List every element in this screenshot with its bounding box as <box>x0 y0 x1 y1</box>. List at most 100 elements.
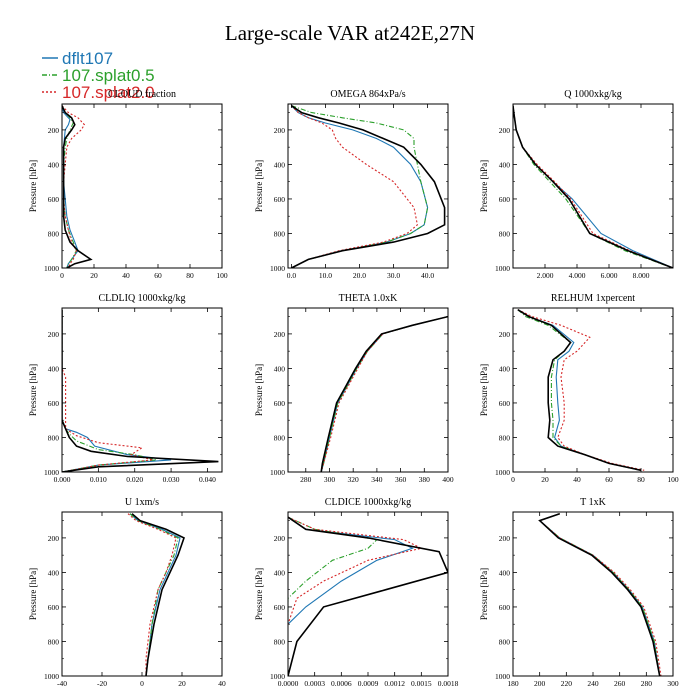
x-tick-label: 0.0000 <box>278 679 299 688</box>
y-tick-label: 600 <box>48 195 60 204</box>
x-tick-label: 240 <box>587 679 599 688</box>
y-tick-label: 1000 <box>270 468 285 477</box>
x-tick-label: 0.0 <box>287 271 297 280</box>
panel-3: Q 1000xkg/kg 200 400 600 800 1000 2.000 4.000 6.… <box>479 89 674 280</box>
series-line-4 <box>290 105 446 268</box>
x-tick-label: 280 <box>300 475 312 484</box>
y-tick-label: 600 <box>48 399 60 408</box>
y-tick-label: 600 <box>499 603 511 612</box>
y-tick-label: 1000 <box>495 468 510 477</box>
panel-title: OMEGA 864xPa/s <box>330 89 405 100</box>
series-line-3 <box>127 513 177 676</box>
x-tick-label: 60 <box>605 475 613 484</box>
y-tick-label: 800 <box>48 433 60 442</box>
panel-title: CLDICE 1000xkg/kg <box>325 497 411 508</box>
series-line-1 <box>513 105 673 268</box>
series-line-2 <box>291 105 429 268</box>
y-tick-label: 1000 <box>44 468 59 477</box>
y-axis-label: Pressure [hPa] <box>28 568 38 620</box>
x-tick-label: 380 <box>419 475 431 484</box>
y-tick-label: 800 <box>499 229 511 238</box>
y-tick-label: 800 <box>48 637 60 646</box>
y-tick-label: 200 <box>499 330 511 339</box>
x-tick-label: 100 <box>667 475 679 484</box>
x-tick-label: 0.0018 <box>438 679 459 688</box>
series-line-1 <box>517 309 642 471</box>
x-tick-label: 280 <box>641 679 653 688</box>
series-line-3 <box>291 105 419 268</box>
y-tick-label: 600 <box>499 195 511 204</box>
series-line-4 <box>513 105 673 268</box>
y-tick-label: 200 <box>499 126 511 135</box>
series-line-3 <box>288 516 423 625</box>
y-tick-label: 400 <box>274 160 286 169</box>
legend-entry-2: 107.splat0.5 <box>62 66 155 85</box>
plot-frame <box>287 103 449 269</box>
x-tick-label: 60 <box>154 271 162 280</box>
x-tick-label: 10.0 <box>319 271 332 280</box>
x-tick-label: 20 <box>541 475 549 484</box>
y-tick-label: 200 <box>48 330 60 339</box>
plot-frame <box>287 307 449 473</box>
x-tick-label: 2.000 <box>537 271 554 280</box>
x-tick-label: 180 <box>507 679 519 688</box>
y-tick-label: 400 <box>274 364 286 373</box>
y-tick-label: 200 <box>274 330 286 339</box>
x-tick-label: 40.0 <box>421 271 434 280</box>
series-line-1 <box>129 513 181 676</box>
x-tick-label: 80 <box>637 475 645 484</box>
x-tick-label: 0.0009 <box>358 679 379 688</box>
y-tick-label: 400 <box>48 568 60 577</box>
series-line-2 <box>513 105 673 268</box>
y-tick-label: 600 <box>274 399 286 408</box>
x-tick-label: 0.0012 <box>384 679 405 688</box>
series-line-2 <box>538 513 661 676</box>
x-tick-label: 40 <box>573 475 581 484</box>
x-tick-label: 20 <box>178 679 186 688</box>
plot-frame <box>61 103 223 269</box>
series-line-3 <box>513 105 673 268</box>
plot-frame <box>512 103 674 269</box>
y-tick-label: 200 <box>48 126 60 135</box>
y-tick-label: 800 <box>274 637 286 646</box>
y-tick-label: 600 <box>274 603 286 612</box>
x-tick-label: 0.040 <box>199 475 216 484</box>
x-tick-label: 0.020 <box>126 475 143 484</box>
panel-5: THETA 1.0xK 200 400 600 800 1000 280 300 320 340 3… <box>254 293 454 484</box>
x-tick-label: 0.0015 <box>411 679 432 688</box>
x-tick-label: 300 <box>667 679 679 688</box>
x-tick-label: 20.0 <box>353 271 366 280</box>
y-tick-label: 1000 <box>495 672 510 681</box>
y-tick-label: 1000 <box>44 672 59 681</box>
panel-7: U 1xm/s 200 400 600 800 1000-40 -20 0 20 40 Pressu… <box>28 497 226 688</box>
y-axis-label: Pressure [hPa] <box>254 160 264 212</box>
series-line-4 <box>131 513 185 676</box>
series-line-2 <box>517 309 642 471</box>
y-tick-label: 200 <box>48 534 60 543</box>
y-tick-label: 600 <box>274 195 286 204</box>
x-tick-label: 200 <box>534 679 546 688</box>
panel-title: T 1xK <box>580 497 606 508</box>
y-tick-label: 400 <box>499 160 511 169</box>
plot-frame <box>512 307 674 473</box>
figure-title: Large-scale VAR at242E,27N <box>225 21 475 45</box>
series-line-4 <box>62 309 219 472</box>
series-line-4 <box>538 512 661 676</box>
panel-title: U 1xm/s <box>125 497 159 508</box>
x-tick-label: 0.0003 <box>304 679 325 688</box>
y-tick-label: 200 <box>274 534 286 543</box>
y-axis-label: Pressure [hPa] <box>254 364 264 416</box>
x-tick-label: 360 <box>395 475 407 484</box>
series-line-3 <box>517 309 645 471</box>
x-tick-label: 0.030 <box>163 475 180 484</box>
y-tick-label: 800 <box>499 433 511 442</box>
x-tick-label: 20 <box>90 271 98 280</box>
panel-title: THETA 1.0xK <box>339 293 398 304</box>
plot-frame <box>61 511 223 677</box>
panel-title: Q 1000xkg/kg <box>564 89 622 100</box>
y-axis-label: Pressure [hPa] <box>479 364 489 416</box>
